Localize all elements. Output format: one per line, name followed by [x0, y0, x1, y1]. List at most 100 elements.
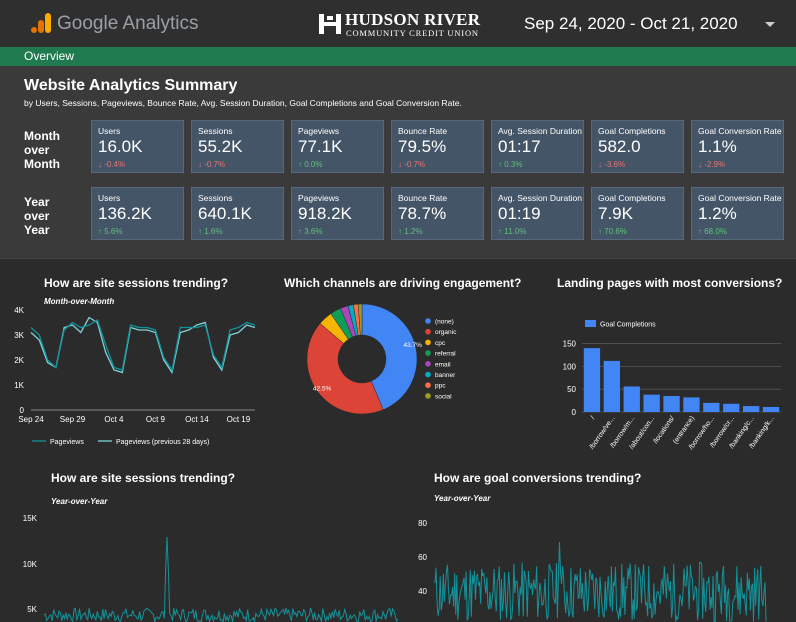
- y-tick-label: 15K: [23, 514, 38, 523]
- legend-label: ppc: [435, 383, 446, 390]
- bar: [703, 402, 720, 412]
- kpi-value: 01:19: [498, 204, 541, 223]
- bar: [683, 397, 700, 412]
- kpi-delta-up: ↑ 0.0%: [298, 160, 323, 169]
- date-range-picker[interactable]: Sep 24, 2020 - Oct 21, 2020: [524, 14, 738, 33]
- summary-subtitle: by Users, Sessions, Pageviews, Bounce Ra…: [24, 98, 462, 108]
- legend-label: social: [435, 393, 452, 400]
- kpi-label: Goal Completions: [598, 126, 666, 136]
- hudson-river-logo: [319, 14, 341, 34]
- row-label-line: Month: [24, 157, 60, 171]
- bar: [583, 348, 601, 412]
- summary-panel: Website Analytics Summary by Users, Sess…: [0, 66, 796, 258]
- kpi-delta-down: ↓ -2.9%: [698, 160, 726, 169]
- x-tick-label: /: [590, 415, 597, 421]
- kpi-label: Sessions: [198, 193, 233, 203]
- series-line: [43, 536, 399, 622]
- kpi-delta-up: ↑ 0.3%: [498, 160, 523, 169]
- chart-landing-bar: Goal Completions050100150//borrow/ve.../…: [563, 320, 781, 451]
- kpi-card-bounce-rate: Bounce Rate 78.7% ↑ 1.2%: [391, 187, 484, 240]
- legend-swatch: [425, 339, 431, 346]
- pie-data-label: 43.7%: [404, 342, 423, 349]
- tab-overview[interactable]: Overview: [24, 49, 75, 63]
- kpi-card-bounce-rate: Bounce Rate 79.5% ↓ -0.7%: [391, 120, 484, 173]
- row-label-line: Year: [24, 195, 50, 209]
- chart-title-yoy-sessions: How are site sessions trending?: [51, 471, 236, 485]
- kpi-card-sessions: Sessions 640.1K ↑ 1.6%: [191, 187, 284, 240]
- kpi-label: Bounce Rate: [398, 193, 448, 203]
- y-tick-label: 3K: [14, 331, 24, 340]
- row-label-line: over: [24, 143, 50, 157]
- chart-title-mom: How are site sessions trending?: [44, 276, 229, 290]
- x-tick-label: Oct 14: [185, 415, 209, 424]
- legend-label: cpc: [435, 340, 446, 347]
- bar: [643, 394, 660, 412]
- series-line: [30, 319, 256, 372]
- kpi-value: 1.2%: [698, 204, 737, 223]
- kpi-label: Avg. Session Duration: [498, 126, 582, 136]
- org-name: HUDSON RIVER: [345, 10, 481, 29]
- chart-mom-line: 0 1K 2K 3K 4K Sep 24 Sep 29 Oct 4 Oct 9 Oct 14 Oct…: [14, 306, 256, 446]
- row-label-mom: Month over Month: [24, 129, 60, 171]
- kpi-delta-up: ↑ 70.6%: [598, 227, 627, 236]
- legend-label: Pageviews (previous 28 days): [116, 439, 209, 446]
- kpi-label: Avg. Session Duration: [498, 193, 582, 203]
- y-tick-label: 40: [418, 587, 427, 596]
- legend-label: banner: [435, 372, 456, 379]
- bar: [623, 386, 640, 412]
- row-label-line: Month: [24, 129, 60, 143]
- chevron-down-icon[interactable]: [765, 22, 775, 27]
- chart-title-channels: Which channels are driving engagement?: [284, 276, 522, 290]
- brand-name: Google Analytics: [57, 13, 199, 34]
- y-tick-label: 150: [563, 340, 577, 349]
- kpi-value: 136.2K: [98, 204, 152, 223]
- chart-subtitle-yoy-goals: Year-over-Year: [434, 494, 491, 503]
- kpi-value: 55.2K: [198, 137, 243, 156]
- kpi-label: Users: [98, 193, 121, 203]
- y-tick-label: 1K: [14, 381, 24, 390]
- kpi-value: 77.1K: [298, 137, 343, 156]
- chart-channels-pie: 43.7% 42.5% (none) organic cpc referral email b…: [306, 303, 457, 415]
- legend-label: organic: [435, 329, 457, 336]
- kpi-value: 582.0: [598, 137, 641, 156]
- x-tick-label: Sep 24: [18, 415, 44, 424]
- y-tick-label: 0: [572, 408, 577, 417]
- legend-swatch: [585, 320, 596, 327]
- summary-title: Website Analytics Summary: [24, 77, 238, 94]
- bar: [762, 406, 780, 412]
- pie-slice: [357, 303, 363, 336]
- y-tick-label: 10K: [23, 560, 38, 569]
- legend-swatch: [425, 382, 431, 388]
- pie-data-label: 42.5%: [313, 385, 332, 392]
- kpi-label: Pageviews: [298, 193, 340, 203]
- legend-swatch: [425, 361, 431, 367]
- y-tick-label: 5K: [27, 605, 37, 614]
- section-divider: [0, 258, 796, 259]
- chart-yoy-goals: 40 60 80: [418, 519, 767, 622]
- series-line: [30, 316, 256, 375]
- chart-title-yoy-goals: How are goal conversions trending?: [434, 471, 642, 485]
- chart-title-landing: Landing pages with most conversions?: [557, 276, 783, 290]
- org-subtitle: COMMUNITY CREDIT UNION: [346, 28, 479, 38]
- kpi-card-avg-session-duration: Avg. Session Duration 01:19 ↑ 11.0%: [491, 187, 584, 240]
- legend-swatch: [425, 318, 431, 324]
- y-tick-label: 4K: [14, 306, 24, 315]
- kpi-delta-down: ↓ -0.7%: [398, 160, 426, 169]
- bar: [742, 406, 760, 412]
- kpi-delta-up: ↑ 3.6%: [298, 227, 323, 236]
- google-analytics-logo: [31, 13, 51, 33]
- kpi-card-goal-completions: Goal Completions 582.0 ↓ -3.6%: [591, 120, 684, 173]
- kpi-card-goal-conversion-rate: Goal Conversion Rate 1.2% ↑ 68.0%: [691, 187, 784, 240]
- chart-subtitle-yoy-sessions: Year-over-Year: [51, 497, 108, 506]
- legend-label: Goal Completions: [600, 322, 656, 329]
- y-tick-label: 100: [563, 362, 577, 371]
- kpi-delta-down: ↓ -0.4%: [98, 160, 126, 169]
- kpi-delta-up: ↑ 1.2%: [398, 227, 423, 236]
- kpi-label: Bounce Rate: [398, 126, 448, 136]
- legend-swatch: [425, 350, 431, 356]
- legend-label: (none): [435, 319, 454, 326]
- bar: [603, 360, 621, 412]
- x-tick-label: Oct 9: [146, 415, 166, 424]
- nav-bar: Overview: [0, 47, 796, 66]
- kpi-delta-down: ↓ -3.6%: [598, 160, 626, 169]
